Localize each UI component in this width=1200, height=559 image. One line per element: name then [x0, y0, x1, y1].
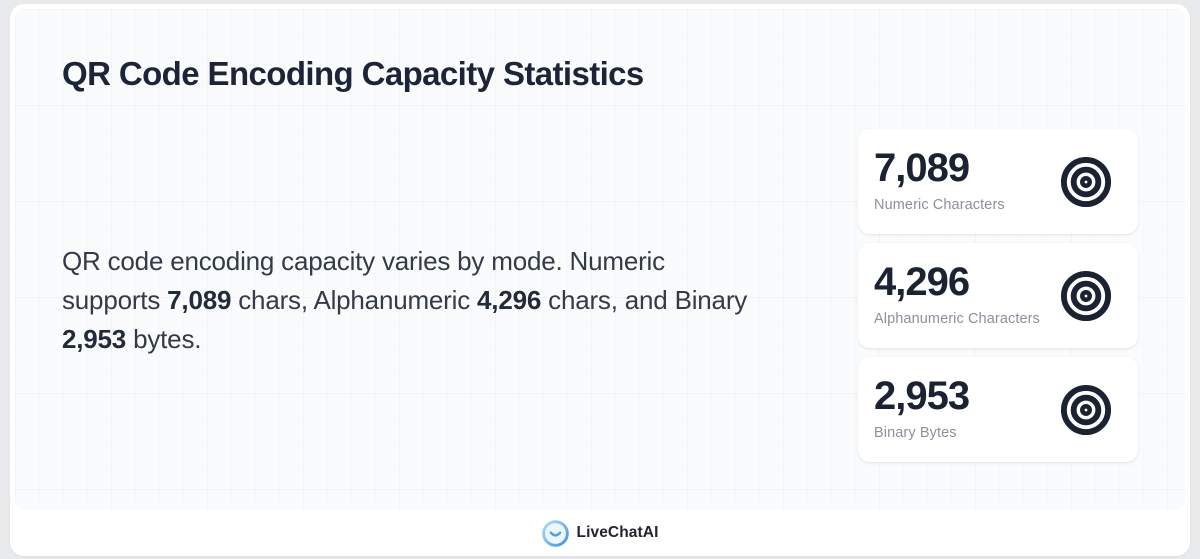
stat-value: 2,953 — [874, 374, 970, 418]
description-segment: QR code encoding capacity varies by mode… — [62, 246, 665, 315]
stat-value: 4,296 — [874, 260, 970, 304]
smiley-chat-icon — [541, 519, 569, 547]
stats-column: 7,089 Numeric Characters 4,296 Alphanume… — [858, 129, 1138, 462]
stat-label: Alphanumeric Characters — [874, 311, 1040, 327]
footer: LiveChatAI — [15, 510, 1185, 556]
stat-card-binary: 2,953 Binary Bytes — [858, 357, 1138, 462]
content-area: QR Code Encoding Capacity Statistics QR … — [15, 9, 1185, 510]
stat-value: 7,089 — [874, 146, 970, 190]
stat-card-alphanumeric: 4,296 Alphanumeric Characters — [858, 243, 1138, 348]
brand-name: LiveChatAI — [576, 524, 659, 541]
description-segment: chars, and Binary — [541, 285, 748, 315]
target-icon — [1060, 156, 1112, 207]
target-icon — [1060, 270, 1112, 321]
target-icon — [1060, 384, 1112, 435]
stat-label: Numeric Characters — [874, 197, 1005, 213]
stat-card-numeric: 7,089 Numeric Characters — [858, 129, 1138, 234]
stat-inline-alphanumeric: 4,296 — [477, 285, 542, 315]
page-title: QR Code Encoding Capacity Statistics — [62, 55, 644, 92]
description-segment: chars, Alphanumeric — [231, 285, 478, 315]
infographic-card: QR Code Encoding Capacity Statistics QR … — [10, 4, 1190, 556]
description-segment: bytes. — [126, 324, 202, 354]
stat-inline-numeric: 7,089 — [167, 285, 232, 315]
stat-label: Binary Bytes — [874, 425, 957, 441]
stat-inline-binary: 2,953 — [62, 324, 127, 354]
description-text: QR code encoding capacity varies by mode… — [62, 242, 752, 359]
